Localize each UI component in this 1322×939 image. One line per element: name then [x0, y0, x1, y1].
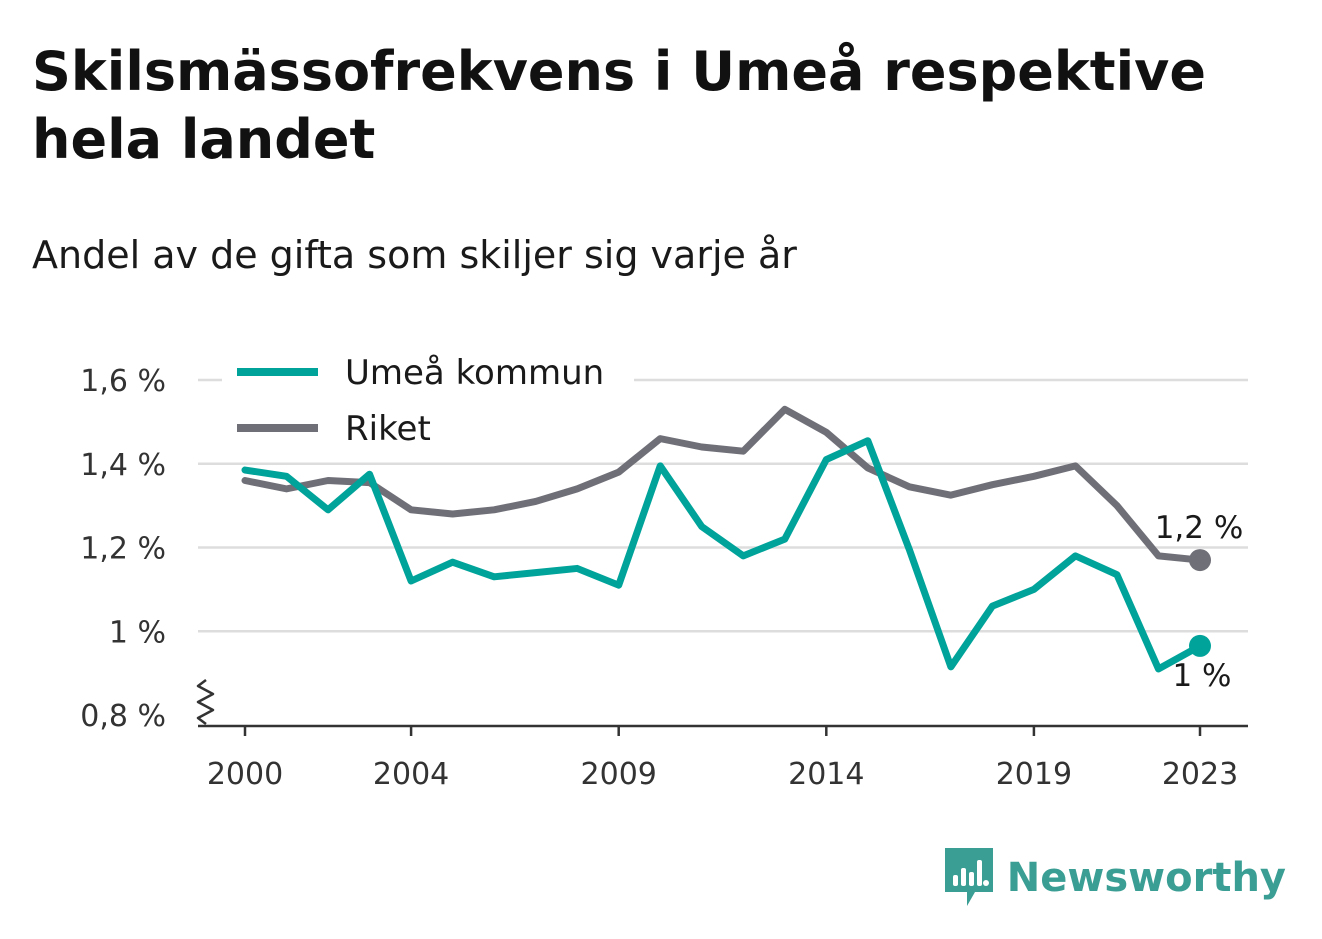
end-point-umea	[1189, 634, 1211, 657]
y-tick-label: 0,8 %	[80, 699, 166, 734]
x-tick-label: 2019	[996, 757, 1072, 792]
legend-label-umea: Umeå kommun	[345, 353, 604, 393]
chart-subtitle: Andel av de gifta som skiljer sig varje …	[32, 233, 797, 277]
y-tick-label: 1 %	[109, 615, 166, 650]
x-axis: 2000 2004 2009 2014 2019 2023	[198, 724, 1248, 792]
chart-title: Skilsmässofrekvens i Umeå respektive hel…	[32, 40, 1206, 171]
newsworthy-brand: Newsworthy	[944, 848, 1286, 908]
brand-name: Newsworthy	[1006, 855, 1286, 901]
legend-background	[222, 348, 634, 460]
legend-label-riket: Riket	[345, 409, 431, 449]
end-label-umea: 1 %	[1172, 658, 1231, 694]
end-labels: 1 % 1,2 %	[1155, 510, 1244, 694]
x-tick-label: 2014	[788, 757, 864, 792]
series-lines	[241, 405, 1211, 673]
x-tick-label: 2023	[1162, 757, 1238, 792]
series-line-riket	[241, 405, 1204, 564]
end-label-riket: 1,2 %	[1155, 510, 1244, 546]
legend: Umeå kommun Riket	[222, 348, 634, 460]
y-tick-label: 1,2 %	[80, 532, 166, 567]
series-line-umea	[241, 437, 1204, 673]
y-tick-label: 1,6 %	[80, 364, 166, 399]
x-tick-label: 2004	[373, 757, 449, 792]
newsworthy-logo-icon	[944, 848, 993, 906]
end-point-riket	[1189, 549, 1211, 572]
y-axis-ticks: 0,8 % 1 % 1,2 % 1,4 % 1,6 %	[80, 364, 166, 734]
x-tick-label: 2009	[581, 757, 657, 792]
axis-break-icon	[196, 679, 215, 725]
y-tick-label: 1,4 %	[80, 448, 166, 483]
x-tick-label: 2000	[207, 757, 283, 792]
